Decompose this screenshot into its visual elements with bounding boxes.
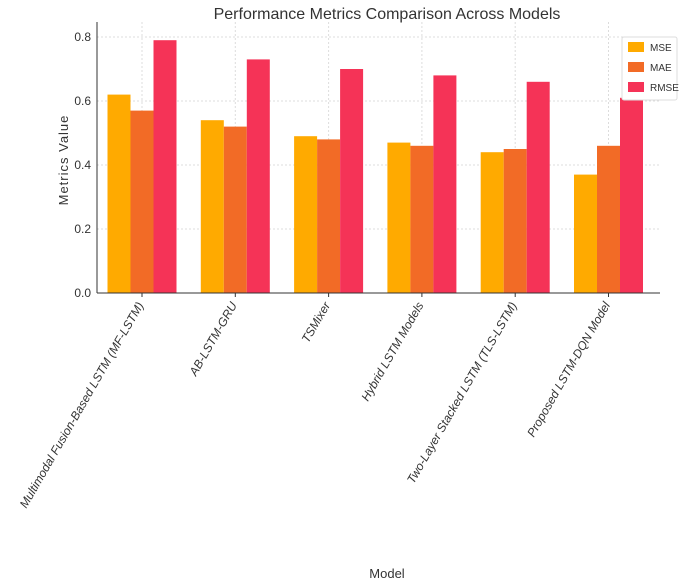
x-tick-labels: Multimodal Fusion-Based LSTM (MF-LSTM) AB… bbox=[17, 293, 613, 510]
bar-mse bbox=[200, 120, 224, 293]
legend-label-mse: MSE bbox=[650, 43, 672, 54]
bar-mae bbox=[317, 139, 341, 293]
legend-label-rmse: RMSE bbox=[650, 83, 679, 94]
chart-title: Performance Metrics Comparison Across Mo… bbox=[214, 6, 561, 23]
bar-mae bbox=[597, 145, 620, 293]
bar-mse bbox=[480, 152, 504, 293]
bar-rmse bbox=[526, 81, 550, 293]
legend-label-mae: MAE bbox=[650, 63, 672, 74]
y-tick-label: 0.8 bbox=[74, 30, 91, 44]
y-tick-label: 0.0 bbox=[74, 286, 91, 300]
x-axis-label: Model bbox=[369, 566, 405, 581]
legend-swatch-mse bbox=[628, 42, 644, 52]
y-tick-label: 0.4 bbox=[74, 158, 91, 172]
x-tick-label: Hybrid LSTM Models bbox=[358, 300, 426, 404]
bar-rmse bbox=[246, 59, 270, 294]
x-tick-label: TSMixer bbox=[299, 299, 334, 346]
y-axis-label: Metrics Value bbox=[56, 115, 71, 206]
bar-mse bbox=[107, 94, 131, 293]
axis-layer bbox=[96, 22, 660, 294]
bar-rmse bbox=[433, 75, 457, 294]
legend-swatch-mae bbox=[628, 62, 644, 72]
bar-mae bbox=[503, 149, 527, 293]
bar-layer bbox=[107, 40, 643, 294]
legend: MSE MAE RMSE bbox=[621, 36, 679, 101]
bar-rmse bbox=[153, 40, 177, 294]
x-tick-label: Proposed LSTM-DQN Model bbox=[524, 299, 613, 439]
y-tick-label: 0.2 bbox=[74, 222, 91, 236]
y-tick-labels: 0.0 0.2 0.4 0.6 0.8 bbox=[74, 30, 91, 300]
bar-mse bbox=[294, 136, 318, 293]
y-tick-label: 0.6 bbox=[74, 94, 91, 108]
bar-mse bbox=[387, 142, 411, 293]
x-tick-label: Multimodal Fusion-Based LSTM (MF-LSTM) bbox=[17, 300, 147, 511]
bar-mse bbox=[574, 174, 597, 293]
bar-mae bbox=[223, 126, 247, 293]
bar-mae bbox=[410, 145, 434, 293]
x-tick-label: Two-Layer Stacked LSTM (TLS-LSTM) bbox=[404, 300, 520, 486]
bar-mae bbox=[130, 110, 154, 293]
bar-rmse bbox=[340, 69, 364, 293]
legend-swatch-rmse bbox=[628, 82, 644, 92]
x-tick-label: AB-LSTM-GRU bbox=[186, 299, 240, 379]
bar-rmse bbox=[620, 97, 643, 293]
